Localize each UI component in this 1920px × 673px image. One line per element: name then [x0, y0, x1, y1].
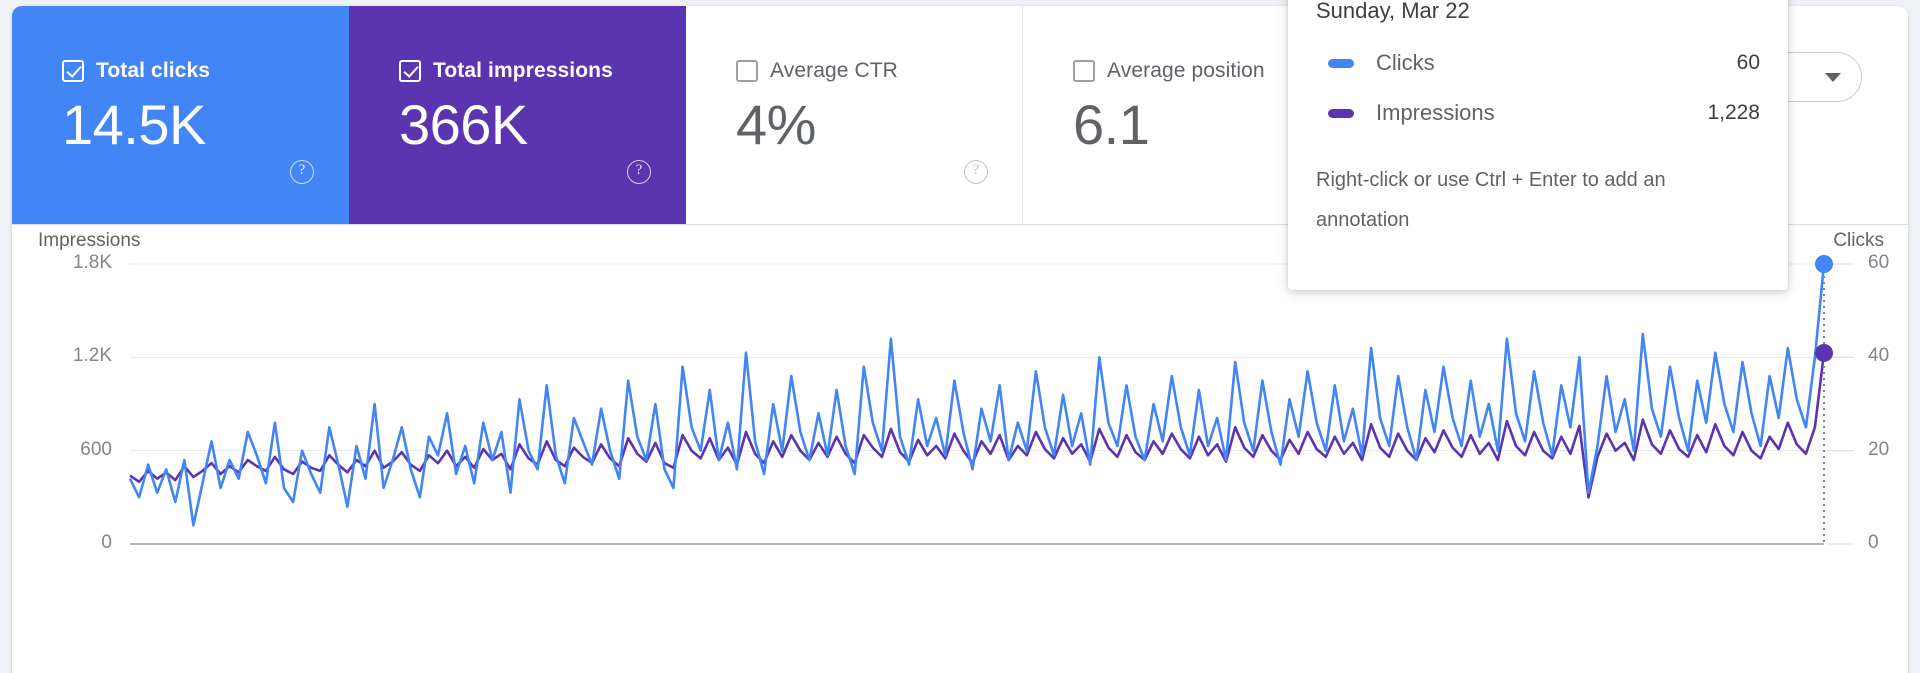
metric-tab-total-clicks[interactable]: Total clicks 14.5K ? [12, 6, 349, 224]
metric-tab-total-impressions[interactable]: Total impressions 366K ? [349, 6, 686, 224]
help-icon[interactable]: ? [290, 160, 314, 184]
line-swatch-blue-icon [1328, 58, 1354, 68]
right-axis-title: Clicks [1833, 230, 1884, 251]
checkbox-average-ctr[interactable] [736, 60, 758, 82]
checkbox-total-clicks[interactable] [62, 60, 84, 82]
metric-value: 6.1 [1073, 93, 1150, 156]
left-axis-tick: 0 [101, 532, 112, 553]
line-swatch-purple-icon [1328, 108, 1354, 118]
left-axis-tick: 1.8K [72, 252, 112, 273]
metric-tab-header: Total impressions [399, 58, 685, 84]
hover-point-clicks [1815, 255, 1833, 273]
performance-chart: Impressions Clicks 1.8K 60 1.2K 40 600 20 0 0 [12, 224, 1908, 673]
chart-tooltip: Sunday, Mar 22 Clicks 60 Impressions 1,2… [1288, 0, 1788, 290]
left-axis-tick: 600 [80, 438, 112, 460]
hover-point-impressions [1815, 343, 1833, 362]
metric-value: 4% [736, 93, 816, 156]
metric-label: Average CTR [770, 59, 898, 82]
right-axis-tick: 60 [1868, 252, 1890, 273]
help-icon[interactable]: ? [964, 160, 988, 184]
tooltip-row-value: 60 [1736, 51, 1760, 74]
checkbox-total-impressions[interactable] [399, 60, 421, 82]
tooltip-row-impressions: Impressions 1,228 [1316, 100, 1760, 126]
series-line-impressions [129, 352, 1826, 499]
tooltip-row-clicks: Clicks 60 [1316, 50, 1760, 76]
tooltip-annotation-hint: Right-click or use Ctrl + Enter to add a… [1316, 169, 1666, 231]
chart-svg[interactable] [12, 224, 1908, 673]
series-line-clicks [128, 263, 1826, 527]
tooltip-row-value: 1,228 [1707, 101, 1760, 124]
right-axis-tick: 40 [1868, 345, 1890, 367]
right-axis-tick: 20 [1868, 438, 1890, 460]
metric-tab-header: Total clicks [62, 58, 348, 84]
help-icon[interactable]: ? [627, 160, 651, 184]
metric-label: Average position [1107, 59, 1265, 82]
metric-tab-average-ctr[interactable]: Average CTR 4% ? [686, 6, 1023, 224]
right-axis-tick: 0 [1868, 532, 1879, 553]
metric-value: 14.5K [62, 93, 206, 156]
left-axis-title: Impressions [38, 230, 141, 251]
tooltip-row-label: Clicks [1376, 50, 1435, 75]
tooltip-row-label: Impressions [1376, 100, 1495, 125]
left-axis-tick: 1.2K [72, 345, 112, 367]
metric-value: 366K [399, 93, 528, 156]
metric-tab-header: Average position [1073, 58, 1359, 84]
metric-tab-header: Average CTR [736, 58, 1022, 84]
tooltip-title: Sunday, Mar 22 [1316, 0, 1470, 23]
checkbox-average-position[interactable] [1073, 60, 1095, 82]
metric-label: Total clicks [96, 59, 211, 82]
chevron-down-icon [1825, 72, 1841, 82]
metric-label: Total impressions [433, 59, 613, 82]
